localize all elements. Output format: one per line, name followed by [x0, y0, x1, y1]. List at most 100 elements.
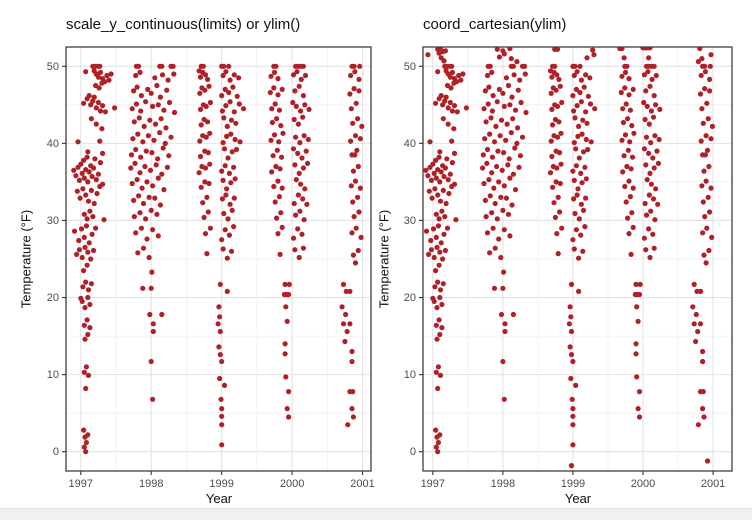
data-point	[268, 137, 274, 143]
data-point	[433, 322, 439, 328]
data-point	[348, 106, 354, 112]
data-point	[580, 207, 587, 213]
data-point	[89, 173, 95, 180]
data-point	[300, 165, 306, 171]
data-point	[623, 101, 629, 107]
data-point	[229, 149, 235, 155]
data-point	[650, 196, 657, 202]
data-point	[576, 155, 582, 161]
data-point	[483, 214, 489, 220]
data-point	[343, 288, 349, 294]
data-point	[355, 247, 361, 254]
data-point	[508, 56, 514, 62]
data-point	[630, 224, 636, 230]
data-point	[349, 348, 355, 355]
data-point	[196, 170, 202, 176]
data-point	[351, 214, 357, 220]
data-point	[708, 185, 714, 191]
panel-left: 1997 1998 1999 2000 2001 0 10 20 30 40 50	[47, 46, 375, 490]
data-point	[435, 69, 441, 75]
data-point	[626, 231, 632, 237]
data-point	[702, 86, 708, 92]
data-point	[494, 163, 500, 170]
plot-title-left: scale_y_continuous(limits) or ylim()	[66, 16, 301, 33]
data-point	[433, 234, 439, 240]
data-point	[93, 105, 99, 111]
data-point	[590, 47, 596, 53]
data-point	[645, 69, 651, 75]
data-point	[86, 169, 92, 175]
data-point	[292, 162, 298, 168]
data-point	[74, 251, 80, 257]
data-point	[584, 55, 590, 61]
data-point	[554, 134, 561, 140]
data-points	[423, 47, 716, 469]
data-point	[437, 372, 444, 378]
data-point	[700, 406, 706, 412]
data-point	[491, 139, 498, 145]
data-point	[449, 160, 455, 166]
x-axis-title-left: Year	[205, 491, 233, 506]
data-point	[96, 85, 102, 91]
data-point	[641, 72, 648, 78]
data-point	[294, 69, 300, 75]
data-point	[485, 101, 491, 107]
data-point	[207, 225, 213, 231]
data-point	[226, 89, 232, 96]
data-point	[306, 106, 312, 112]
data-point	[134, 177, 140, 183]
data-point	[297, 208, 303, 214]
data-point	[648, 208, 654, 214]
data-point	[81, 427, 87, 433]
data-point	[350, 389, 356, 395]
data-point	[274, 147, 280, 153]
data-point	[482, 136, 488, 142]
data-point	[232, 136, 238, 143]
data-point	[95, 99, 101, 106]
data-point	[432, 284, 438, 290]
data-point	[269, 119, 275, 126]
data-point	[572, 63, 578, 69]
y-tick-label: 30	[404, 215, 416, 227]
data-point	[622, 183, 628, 190]
data-point	[433, 369, 439, 375]
y-tick-label: 50	[404, 61, 416, 73]
data-point	[648, 108, 655, 114]
data-point	[494, 99, 500, 105]
data-point	[350, 168, 356, 174]
data-point	[555, 251, 561, 257]
data-point	[219, 406, 225, 412]
data-point	[202, 179, 208, 185]
data-point	[157, 202, 163, 208]
data-point	[138, 154, 144, 160]
data-point	[557, 180, 563, 187]
data-point	[438, 240, 444, 246]
data-point	[487, 193, 493, 199]
y-axis-title-left: Temperature (°F)	[18, 209, 34, 309]
data-point	[274, 215, 280, 221]
data-point	[433, 175, 439, 181]
data-point	[573, 86, 580, 92]
data-point	[150, 103, 156, 109]
data-point	[433, 427, 439, 433]
data-point	[491, 185, 497, 191]
data-point	[588, 139, 594, 145]
data-point	[85, 179, 91, 185]
data-point	[695, 422, 702, 428]
data-point	[442, 165, 448, 171]
data-point	[83, 364, 89, 370]
data-point	[223, 192, 229, 198]
data-point	[225, 155, 231, 161]
data-point	[705, 194, 711, 200]
data-point	[570, 442, 576, 448]
data-point	[441, 231, 447, 237]
data-point	[112, 105, 118, 111]
data-point	[302, 186, 308, 192]
data-point	[228, 248, 235, 254]
data-point	[425, 52, 431, 58]
data-point	[236, 75, 242, 81]
data-point	[205, 150, 211, 156]
data-point	[300, 245, 306, 251]
data-point	[99, 80, 105, 86]
data-point	[276, 107, 282, 113]
